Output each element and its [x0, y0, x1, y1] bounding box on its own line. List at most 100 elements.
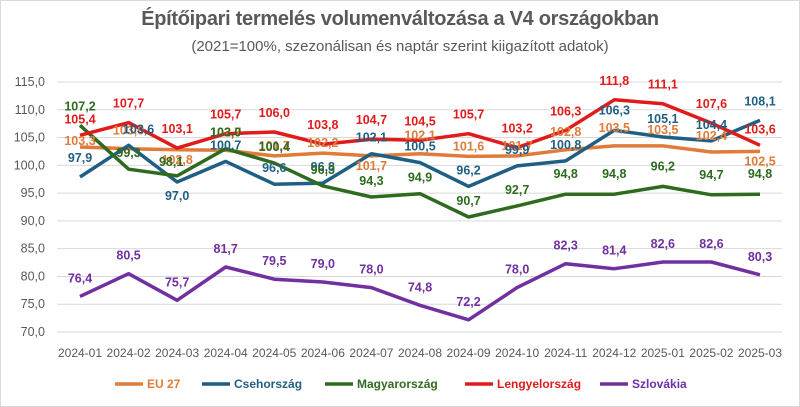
data-label-magyarorsz-g: 96,2 — [651, 159, 675, 173]
data-label-szlov-kia: 76,4 — [68, 271, 92, 285]
x-tick-label: 2024-10 — [495, 346, 539, 360]
legend-label: Szlovákia — [632, 377, 687, 391]
data-label-szlov-kia: 82,6 — [699, 237, 723, 251]
data-label-csehorsz-g: 96,8 — [311, 160, 335, 174]
x-tick-label: 2024-06 — [301, 346, 345, 360]
legend-label: Magyarország — [357, 377, 438, 391]
data-label-lengyelorsz-g: 107,6 — [696, 97, 727, 111]
series-line-eu-27 — [79, 144, 761, 159]
data-label-lengyelorsz-g: 111,1 — [648, 78, 678, 92]
y-tick-label: 75,0 — [21, 297, 45, 311]
x-tick-label: 2025-02 — [689, 346, 733, 360]
y-tick-label: 95,0 — [21, 186, 45, 200]
data-label-eu-27: 103,5 — [599, 121, 630, 135]
x-tick-label: 2024-12 — [592, 346, 636, 360]
y-tick-label: 115,0 — [15, 75, 45, 89]
data-label-eu-27: 102,7 — [210, 125, 241, 139]
y-tick-label: 85,0 — [21, 242, 45, 256]
legend: EU 27 Csehország Magyarország Lengyelország… — [115, 377, 687, 391]
data-label-csehorsz-g: 100,7 — [210, 138, 241, 152]
legend-label: Csehország — [234, 377, 302, 391]
data-label-magyarorsz-g: 94,9 — [408, 171, 432, 185]
data-label-szlov-kia: 81,4 — [602, 244, 626, 258]
legend-item: Lengyelország — [465, 377, 581, 391]
data-label-eu-27: 102,8 — [550, 125, 581, 139]
data-label-magyarorsz-g: 103,0 — [210, 126, 241, 140]
legend-label: Lengyelország — [497, 377, 581, 391]
data-label-csehorsz-g: 99,9 — [505, 143, 529, 157]
data-label-lengyelorsz-g: 111,8 — [599, 74, 629, 88]
data-label-szlov-kia: 72,2 — [456, 295, 480, 309]
legend-item: Szlovákia — [600, 377, 687, 391]
x-tick-label: 2025-03 — [738, 346, 782, 360]
data-label-csehorsz-g: 97,0 — [165, 189, 189, 203]
data-label-magyarorsz-g: 107,2 — [64, 99, 95, 113]
data-label-csehorsz-g: 102,1 — [356, 131, 387, 145]
data-label-eu-27: 101,7 — [356, 159, 387, 173]
data-labels: 103,3 103,0 102,8 102,7 101,7 102,2 101,7 102,1… — [64, 74, 775, 309]
data-label-magyarorsz-g: 94,8 — [602, 167, 626, 181]
data-label-szlov-kia: 79,0 — [311, 257, 335, 271]
data-label-szlov-kia: 80,3 — [748, 250, 772, 264]
data-label-eu-27: 102,2 — [307, 136, 338, 150]
data-label-magyarorsz-g: 96,3 — [311, 163, 335, 177]
chart-subtitle: (2021=100%, szezonálisan és naptár szeri… — [191, 38, 609, 55]
data-label-csehorsz-g: 105,1 — [647, 112, 678, 126]
data-label-magyarorsz-g: 100,4 — [259, 140, 290, 154]
data-label-eu-27: 103,3 — [64, 134, 95, 148]
data-label-eu-27: 102,4 — [696, 129, 727, 143]
data-label-magyarorsz-g: 90,7 — [456, 194, 480, 208]
data-label-lengyelorsz-g: 103,2 — [502, 122, 533, 136]
y-tick-label: 110,0 — [15, 103, 45, 117]
data-label-szlov-kia: 74,8 — [408, 280, 432, 294]
y-tick-label: 100,0 — [14, 158, 45, 172]
x-tick-label: 2024-03 — [155, 346, 199, 360]
x-tick-label: 2024-08 — [398, 346, 442, 360]
data-label-csehorsz-g: 106,3 — [599, 103, 630, 117]
data-label-magyarorsz-g: 94,8 — [748, 167, 772, 181]
data-label-szlov-kia: 80,5 — [116, 249, 140, 263]
data-label-magyarorsz-g: 99,3 — [116, 146, 140, 160]
data-label-magyarorsz-g: 92,7 — [505, 183, 529, 197]
data-label-magyarorsz-g: 94,8 — [554, 167, 578, 181]
series-line-lengyelorsz-g — [79, 98, 761, 150]
x-tick-label: 2024-07 — [349, 346, 393, 360]
data-label-csehorsz-g: 104,4 — [696, 118, 727, 132]
legend-label: EU 27 — [147, 377, 181, 391]
gridlines — [57, 81, 782, 333]
data-label-lengyelorsz-g: 105,7 — [210, 108, 241, 122]
data-label-lengyelorsz-g: 107,7 — [113, 97, 144, 111]
data-label-lengyelorsz-g: 105,4 — [64, 112, 95, 126]
series-line-csehorsz-g — [79, 118, 761, 189]
y-tick-label: 105,0 — [14, 131, 45, 145]
x-tick-label: 2024-05 — [252, 346, 296, 360]
data-label-csehorsz-g: 103,6 — [123, 122, 154, 136]
data-label-csehorsz-g: 96,2 — [456, 163, 480, 177]
data-label-eu-27: 103,5 — [647, 123, 678, 137]
data-label-csehorsz-g: 100,5 — [404, 140, 435, 154]
data-label-eu-27: 103,0 — [113, 124, 144, 138]
chart-title: Építőipari termelés volumenváltozása a V… — [141, 8, 659, 30]
legend-item: EU 27 — [115, 377, 181, 391]
data-label-szlov-kia: 78,0 — [359, 263, 383, 277]
x-axis-ticks: 2024-01 2024-02 2024-03 2024-04 2024-05 2024-… — [58, 346, 782, 360]
series-line-szlov-kia — [79, 260, 761, 322]
data-label-lengyelorsz-g: 103,6 — [744, 122, 775, 136]
series-lines — [78, 98, 761, 322]
data-label-eu-27: 102,1 — [404, 129, 435, 143]
data-label-lengyelorsz-g: 106,0 — [259, 106, 290, 120]
data-label-magyarorsz-g: 94,7 — [699, 168, 723, 182]
data-label-eu-27: 101,6 — [453, 139, 484, 153]
legend-item: Csehország — [202, 377, 302, 391]
data-label-eu-27: 102,5 — [744, 154, 775, 168]
data-label-eu-27: 101,7 — [259, 139, 290, 153]
data-label-szlov-kia: 75,7 — [165, 275, 189, 289]
x-tick-label: 2024-11 — [544, 346, 587, 360]
data-label-lengyelorsz-g: 103,1 — [162, 122, 193, 136]
data-label-szlov-kia: 78,0 — [505, 263, 529, 277]
data-label-lengyelorsz-g: 104,5 — [404, 114, 435, 128]
data-label-magyarorsz-g: 98,1 — [159, 155, 183, 169]
data-label-csehorsz-g: 96,6 — [262, 161, 286, 175]
